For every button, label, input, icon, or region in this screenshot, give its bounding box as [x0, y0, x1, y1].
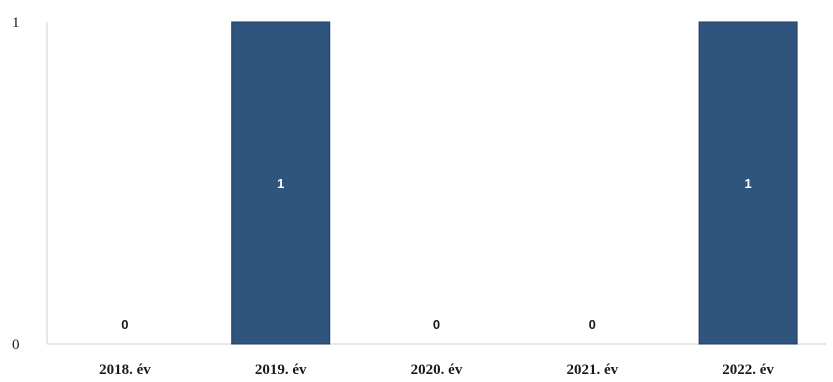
data-label: 1	[277, 176, 284, 191]
data-label: 0	[589, 317, 596, 332]
x-category-label: 2021. év	[566, 362, 618, 378]
data-label: 0	[121, 317, 128, 332]
y-tick-label: 1	[12, 15, 20, 31]
x-category-label: 2020. év	[411, 362, 463, 378]
x-category-label: 2022. év	[722, 362, 774, 378]
chart-axes	[46, 22, 826, 345]
y-tick-label: 0	[12, 337, 20, 353]
y-axis-tick-labels: 01	[12, 15, 20, 353]
data-label: 1	[744, 176, 751, 191]
x-category-label: 2019. év	[255, 362, 307, 378]
data-label: 0	[433, 317, 440, 332]
bars	[231, 21, 798, 345]
x-category-label: 2018. év	[99, 362, 151, 378]
bar	[231, 21, 331, 345]
data-labels: 0 1 0 0 1	[121, 176, 751, 332]
bar	[698, 21, 798, 345]
x-axis-category-labels: 2018. év 2019. év 2020. év 2021. év 2022. év	[99, 362, 774, 378]
